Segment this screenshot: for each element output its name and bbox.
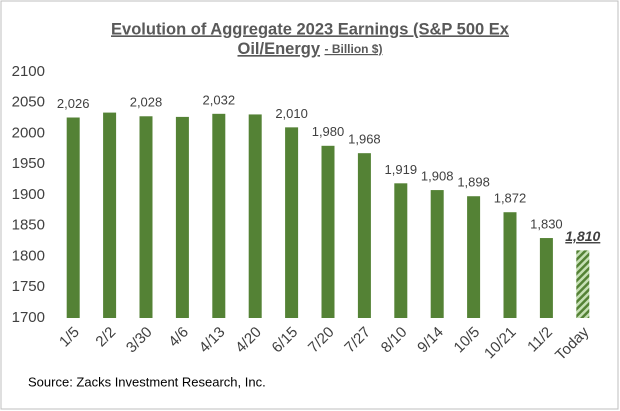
y-tick-label: 1950	[12, 155, 45, 172]
y-tick-label: 2100	[12, 63, 45, 80]
y-tick-label: 1750	[12, 278, 45, 295]
value-label: 1,980	[312, 124, 345, 139]
bar	[357, 153, 371, 318]
value-label: 2,028	[130, 95, 163, 110]
bar	[175, 116, 189, 319]
chart-title: Evolution of Aggregate 2023 Earnings (S&…	[111, 20, 510, 38]
bar	[503, 212, 517, 318]
value-label: 2,032	[203, 92, 236, 107]
y-tick-label: 2050	[12, 94, 45, 111]
value-label: 1,872	[494, 191, 527, 206]
bar	[103, 112, 117, 318]
y-tick-label: 1800	[12, 247, 45, 264]
y-tick-label: 1850	[12, 217, 45, 234]
chart-subtitle: - Billion $)	[324, 42, 382, 56]
source-note: Source: Zacks Investment Research, Inc.	[28, 374, 266, 389]
value-label: 1,908	[421, 169, 454, 184]
value-label: 1,898	[457, 175, 490, 190]
chart-title-line: Oil/Energy	[238, 40, 321, 58]
y-tick-label: 2000	[12, 124, 45, 141]
y-tick-label: 1900	[12, 186, 45, 203]
value-label: 2,026	[57, 96, 90, 111]
bar	[430, 190, 444, 318]
bar	[576, 250, 590, 318]
bar	[139, 116, 153, 318]
value-label: 1,968	[348, 132, 381, 147]
value-label: 2,010	[275, 106, 308, 121]
bar	[66, 117, 80, 318]
bar	[285, 127, 299, 318]
chart-title: Oil/Energy - Billion $)	[238, 40, 383, 58]
bar	[321, 145, 335, 318]
bar	[248, 114, 262, 318]
value-label: 1,919	[385, 162, 418, 177]
bar	[467, 196, 481, 318]
value-label: 1,830	[530, 216, 563, 231]
bar	[212, 113, 226, 318]
bar	[394, 183, 408, 318]
value-label: 1,810	[565, 228, 600, 244]
bar	[539, 238, 553, 318]
y-tick-label: 1700	[12, 309, 45, 326]
